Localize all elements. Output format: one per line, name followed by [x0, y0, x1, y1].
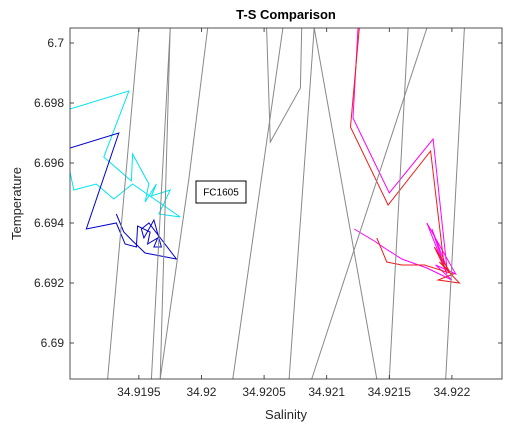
y-tick-label: 6.69 [41, 336, 65, 350]
y-axis-label: Temperature [9, 167, 24, 240]
series-line-7 [232, 28, 284, 379]
annotation-box: FC1605 [195, 180, 247, 204]
series-line-6 [150, 28, 209, 379]
plot-frame [69, 27, 503, 380]
series-line-2 [70, 132, 178, 260]
series-line-8 [266, 28, 303, 144]
x-tick-label: 34.9215 [368, 385, 412, 399]
x-tick-label: 34.9195 [117, 385, 161, 399]
series-line-3 [352, 28, 457, 281]
x-tick-label: 34.922 [434, 385, 471, 399]
x-axis-label: Salinity [265, 407, 307, 422]
series-line-11 [388, 28, 409, 379]
x-tick-label: 34.9205 [242, 385, 286, 399]
x-tick-label: 34.921 [308, 385, 345, 399]
y-tick-label: 6.694 [34, 216, 64, 230]
chart-title: T-S Comparison [236, 7, 336, 22]
plot-background [70, 28, 502, 379]
annotation-frame [195, 180, 247, 204]
ticks-layer: 34.9195 34.92 34.9205 34.921 34.9215 34.922 6.… [34, 28, 502, 399]
annotation-label: FC1605 [203, 188, 239, 199]
x-tick-label: 34.92 [186, 385, 216, 399]
series-layer [70, 28, 465, 379]
series-line-1 [70, 90, 181, 218]
series-line-10 [311, 28, 428, 379]
y-tick-label: 6.7 [47, 36, 64, 50]
series-line-4 [349, 28, 461, 284]
y-tick-label: 6.692 [34, 276, 64, 290]
series-line-9 [288, 28, 378, 379]
series-line-5 [107, 28, 140, 379]
y-tick-label: 6.696 [34, 156, 64, 170]
series-line-12 [445, 28, 465, 379]
y-tick-label: 6.698 [34, 96, 64, 110]
